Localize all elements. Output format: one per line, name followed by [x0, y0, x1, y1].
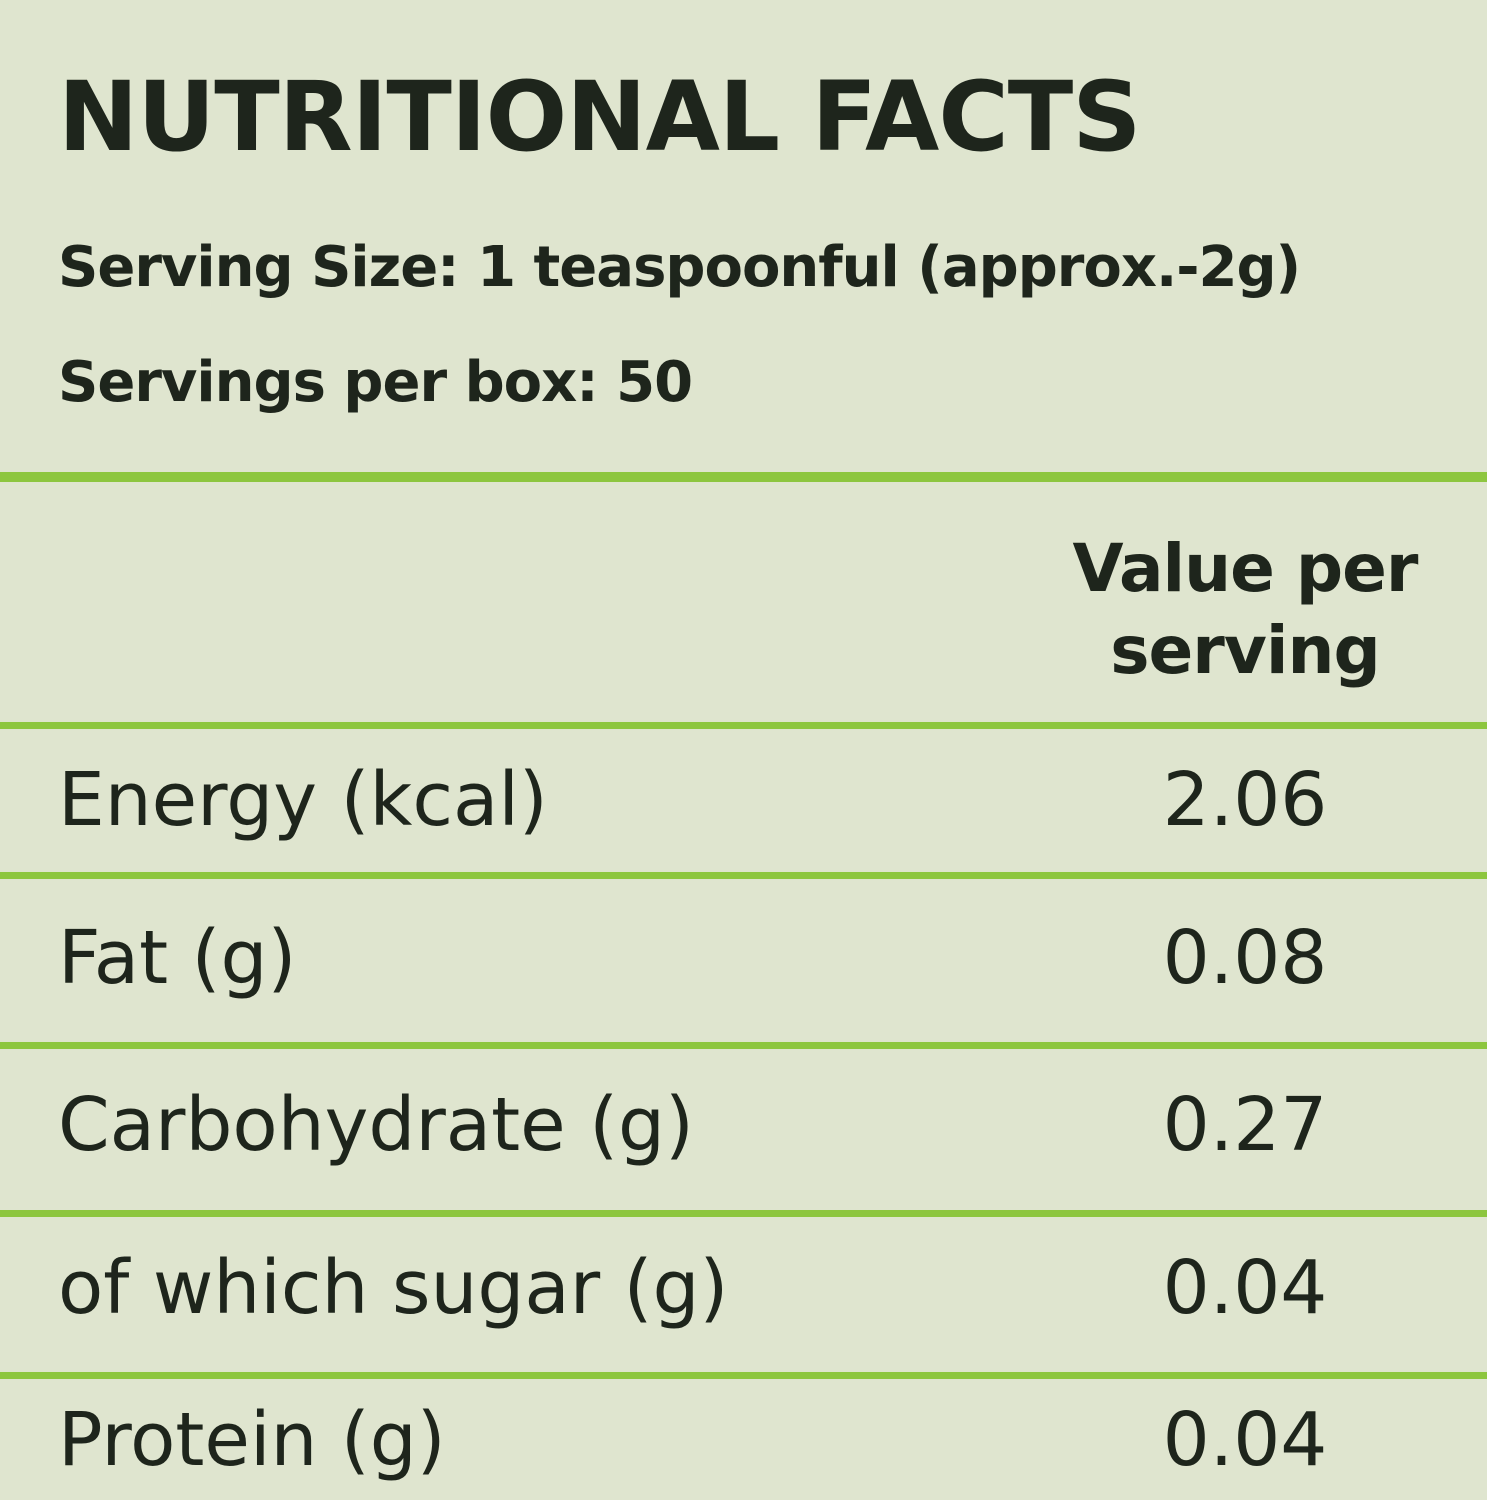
row-label: of which sugar (g) [58, 1245, 729, 1331]
row-value: 2.06 [1162, 757, 1328, 843]
servings-per-box: Servings per box: 50 [58, 350, 693, 415]
row-value: 0.04 [1162, 1245, 1328, 1331]
divider [0, 1042, 1487, 1049]
row-value: 0.27 [1162, 1082, 1328, 1168]
row-value: 0.04 [1162, 1397, 1328, 1483]
divider [0, 1210, 1487, 1217]
divider [0, 472, 1487, 482]
row-label: Energy (kcal) [58, 757, 548, 843]
row-label: Fat (g) [58, 915, 297, 1001]
serving-size: Serving Size: 1 teaspoonful (approx.-2g) [58, 235, 1301, 300]
column-header: Value per serving [1072, 530, 1419, 689]
title: NUTRITIONAL FACTS [58, 61, 1141, 173]
row-value: 0.08 [1162, 915, 1328, 1001]
divider [0, 722, 1487, 729]
row-label: Protein (g) [58, 1397, 446, 1483]
divider [0, 1372, 1487, 1379]
row-label: Carbohydrate (g) [58, 1082, 694, 1168]
divider [0, 872, 1487, 879]
